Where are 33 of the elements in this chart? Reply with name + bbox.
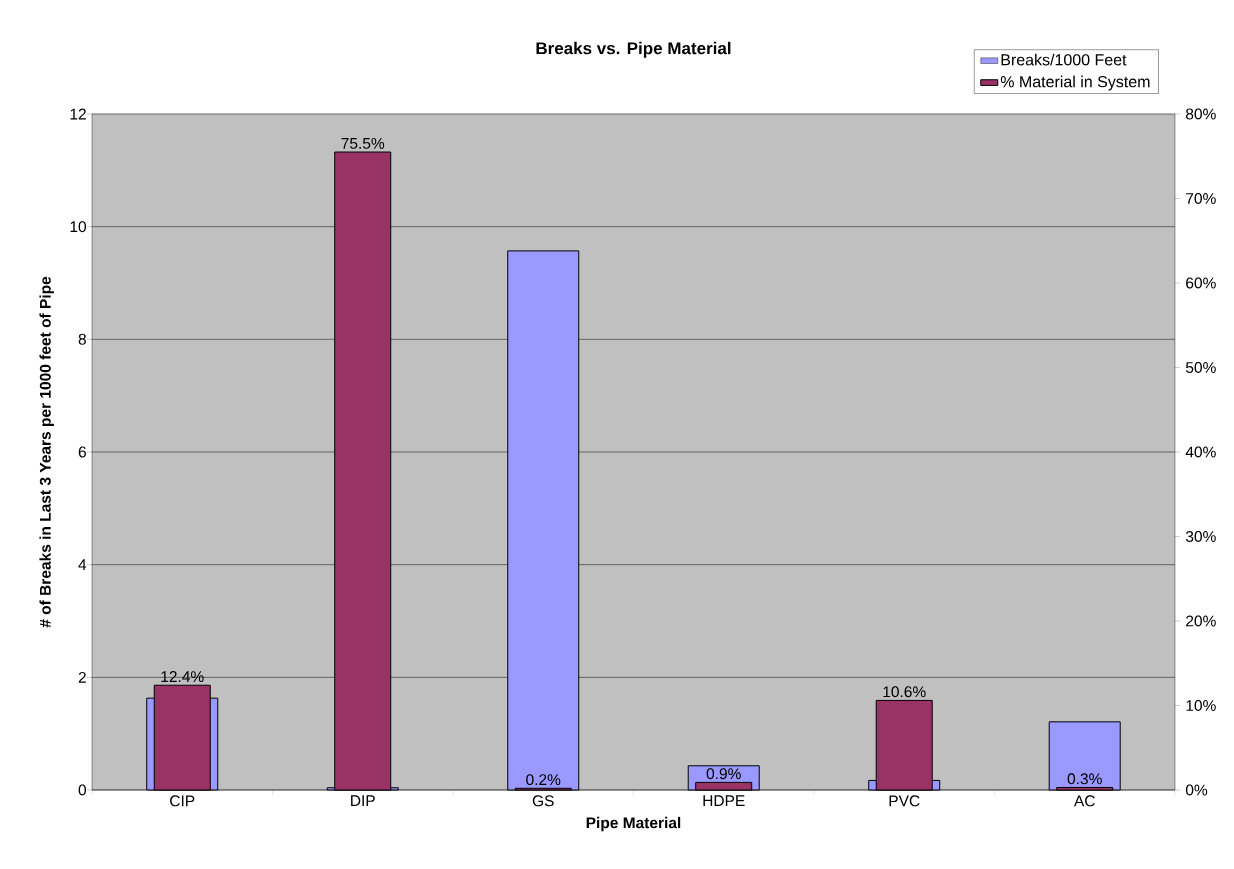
data-label: 10.6% xyxy=(883,686,926,698)
legend-label: Breaks/1000 Feet xyxy=(1001,53,1127,66)
y2-tick-label: 40% xyxy=(1185,446,1216,458)
x-tick-label: PVC xyxy=(889,795,920,807)
y2-tick-label: 20% xyxy=(1186,615,1216,627)
data-label: 0.3% xyxy=(1067,773,1102,785)
data-label: 0.9% xyxy=(706,768,741,780)
y2-tick-label: 0% xyxy=(1185,784,1208,796)
y-axis-title: # of Breaks in Last 3 Years per 1000 feet of Pipe xyxy=(39,276,54,628)
y2-tick-label: 10% xyxy=(1186,700,1216,711)
x-axis-title: Pipe Material xyxy=(586,816,681,832)
y-tick-label: 12 xyxy=(70,108,86,120)
y-tick-label: 8 xyxy=(78,333,86,345)
data-label: 0.2% xyxy=(526,774,561,786)
y-tick-label: 2 xyxy=(78,671,86,683)
y2-tick-label: 80% xyxy=(1186,108,1216,120)
x-tick-label: GS xyxy=(532,795,554,807)
x-tick-label: HDPE xyxy=(703,795,745,807)
y-tick-label: 10 xyxy=(70,221,87,233)
data-label: 12.4% xyxy=(161,671,204,683)
y2-tick-label: 70% xyxy=(1186,193,1216,204)
y2-tick-label: 30% xyxy=(1185,531,1216,542)
y2-tick-label: 60% xyxy=(1186,277,1216,289)
x-tick-label: AC xyxy=(1073,795,1095,807)
legend-label: % Material in System xyxy=(1000,75,1150,91)
y-tick-label: 4 xyxy=(78,559,87,570)
y-tick-label: 0 xyxy=(78,784,87,796)
data-label: 75.5% xyxy=(341,137,385,149)
x-tick-label: CIP xyxy=(170,795,195,807)
y2-tick-label: 50% xyxy=(1185,362,1216,373)
y-tick-label: 6 xyxy=(78,446,86,458)
x-tick-label: DIP xyxy=(351,795,375,807)
chart-title: Breaks vs. Pipe Material xyxy=(536,41,731,58)
